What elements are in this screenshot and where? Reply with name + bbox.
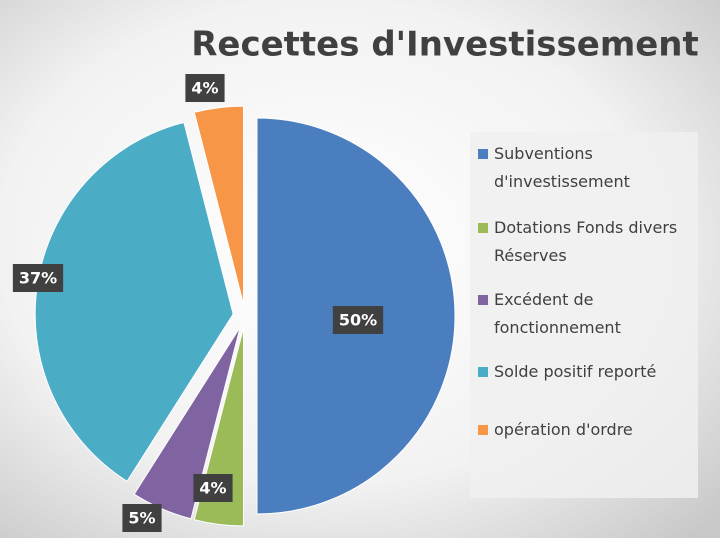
legend-label: Solde positif reporté [494, 362, 657, 381]
legend-item: Subventions d'investissement [478, 140, 690, 196]
legend-item: Excédent de fonctionnement [478, 286, 690, 342]
data-label-box [332, 306, 384, 334]
legend: Subventions d'investissement Dotations Fo… [470, 132, 698, 498]
data-label: 5% [128, 509, 155, 528]
data-label-box [185, 74, 225, 102]
slice [193, 105, 244, 305]
legend-label: Subventions d'investissement [494, 144, 630, 191]
chart-title: Recettes d'Investissement [191, 25, 699, 65]
data-label-box [122, 504, 162, 532]
data-label: 4% [199, 479, 226, 498]
legend-label: Excédent de fonctionnement [494, 290, 621, 337]
legend-label: Dotations Fonds divers Réserves [494, 218, 678, 265]
data-labels: 50% 4% 5% 37% 4% [12, 74, 384, 532]
legend-item: opération d'ordre [478, 416, 690, 444]
legend-swatch [478, 149, 488, 159]
data-label: 50% [339, 311, 377, 330]
legend-item: Dotations Fonds divers Réserves [478, 214, 690, 270]
legend-label: opération d'ordre [494, 420, 633, 439]
legend-item: Solde positif reporté [478, 358, 690, 386]
legend-swatch [478, 367, 488, 377]
legend-swatch [478, 295, 488, 305]
data-label-box [193, 474, 233, 502]
data-label: 4% [191, 79, 218, 98]
legend-swatch [478, 223, 488, 233]
slice [133, 326, 241, 520]
data-label: 37% [19, 269, 57, 288]
legend-swatch [478, 425, 488, 435]
data-label-box [12, 264, 64, 292]
